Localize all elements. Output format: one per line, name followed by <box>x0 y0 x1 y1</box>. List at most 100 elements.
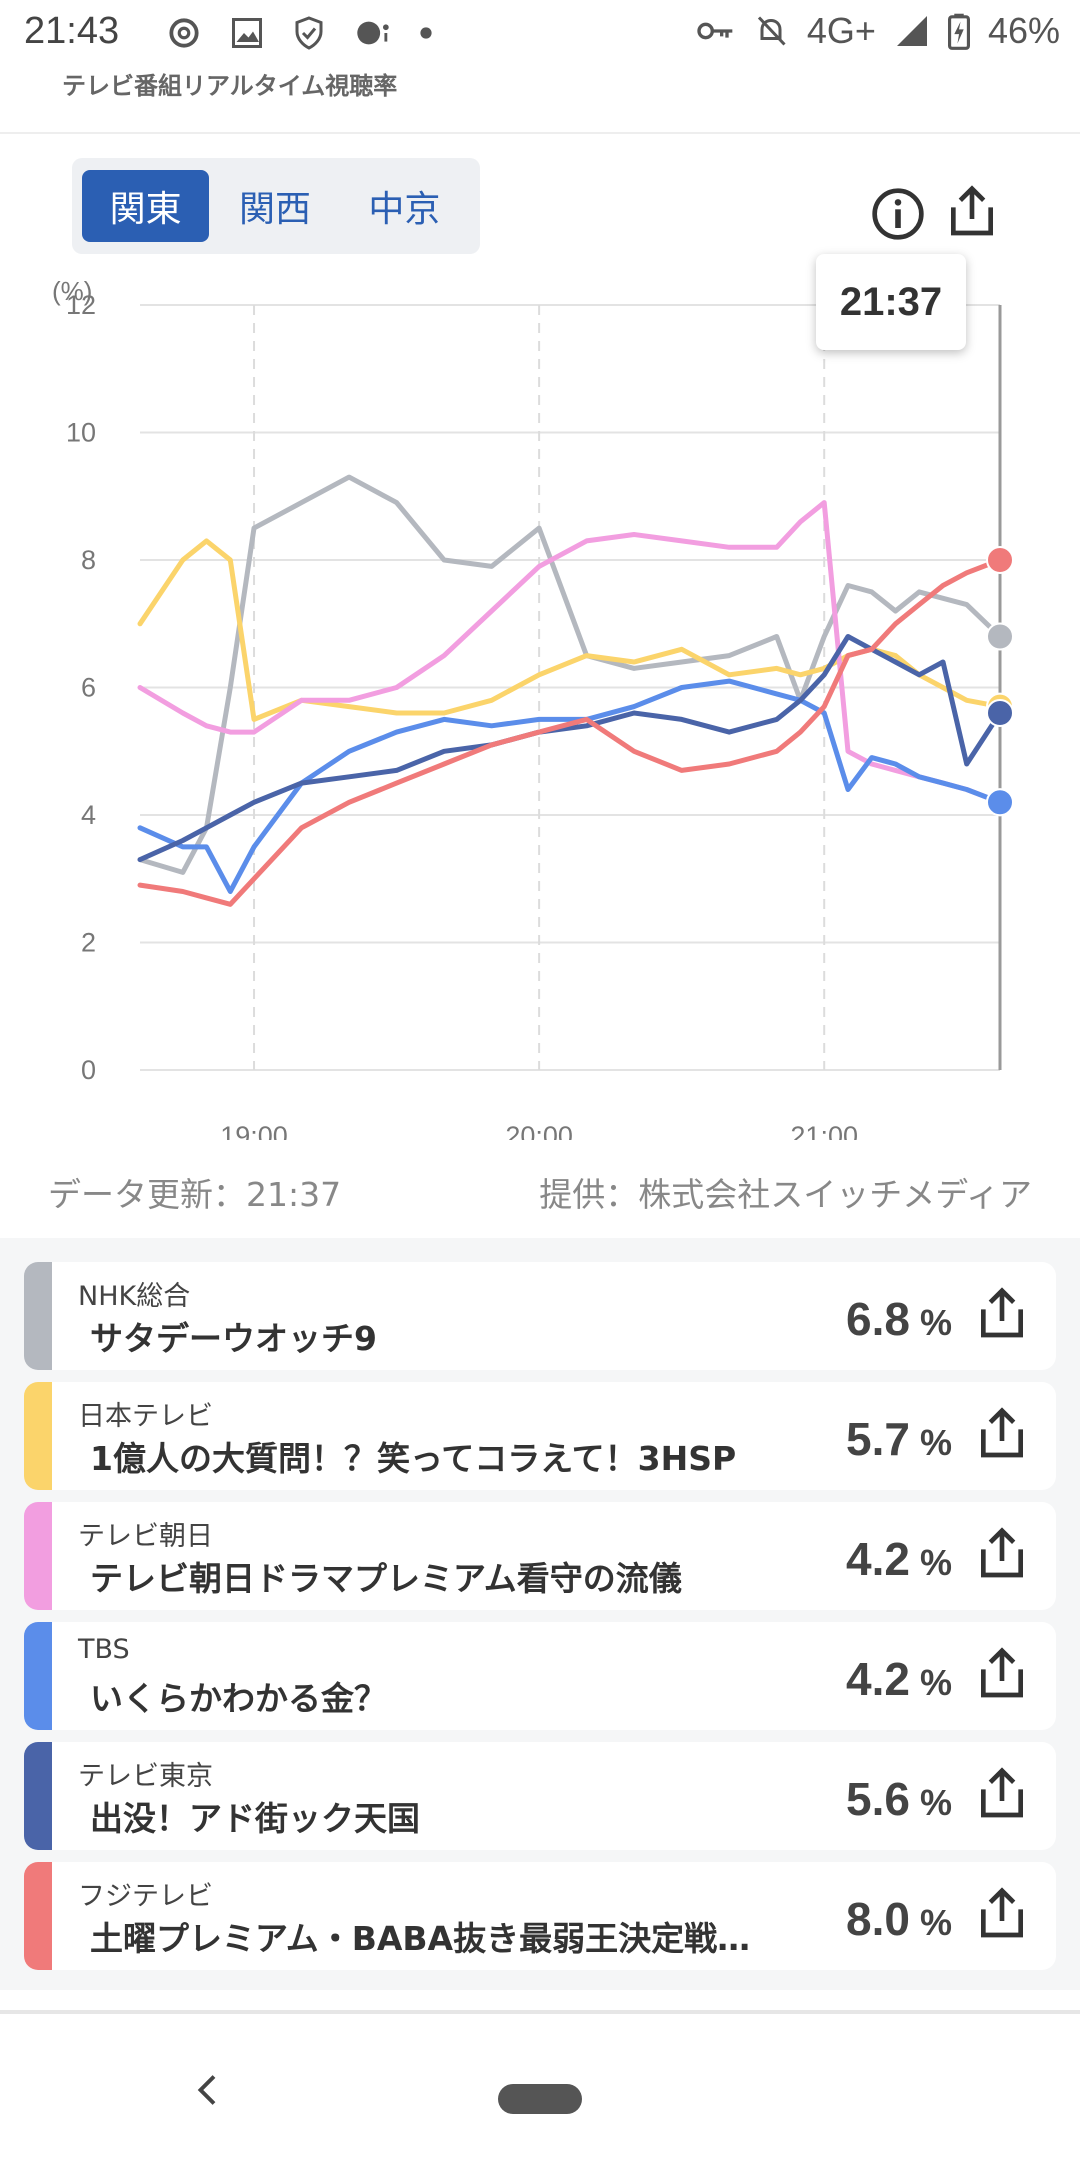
series-end-point <box>986 622 1014 651</box>
channel-color-bar <box>24 1742 52 1850</box>
assistant-icon <box>357 21 389 45</box>
threads-icon <box>169 18 199 48</box>
tab-kanto[interactable]: 関東 <box>82 170 210 242</box>
y-tick-label: 8 <box>81 545 96 575</box>
vpn-key-icon <box>697 22 733 40</box>
rating-unit: % <box>919 1782 952 1823</box>
time-tooltip: 21:37 <box>816 254 966 350</box>
status-time: 21:43 <box>24 10 120 52</box>
channel-name: 日本テレビ <box>78 1401 213 1432</box>
channel-name: テレビ東京 <box>78 1761 213 1792</box>
data-update-time: データ更新：21:37 <box>48 1175 342 1214</box>
y-tick-label: 6 <box>81 673 96 703</box>
program-rating: 5.6% <box>846 1772 952 1826</box>
tab-chukyo[interactable]: 中京 <box>368 189 441 230</box>
rating-unit: % <box>919 1902 952 1943</box>
info-icon[interactable] <box>870 186 926 242</box>
rating-value: 4.2 <box>846 1533 910 1585</box>
rating-unit: % <box>919 1662 952 1703</box>
tab-kansai[interactable]: 関西 <box>238 189 311 230</box>
x-tick-label: 19:00 <box>220 1121 288 1140</box>
y-tick-label: 10 <box>66 418 96 448</box>
program-row-ntv[interactable]: 日本テレビ 1億人の大質問！？笑ってコラえて！3HSP 5.7% <box>24 1382 1056 1490</box>
rating-unit: % <box>919 1422 952 1463</box>
share-icon[interactable] <box>944 184 1000 240</box>
rating-unit: % <box>919 1542 952 1583</box>
bottom-divider <box>0 2010 1080 2014</box>
channel-color-bar <box>24 1622 52 1730</box>
battery-level: 46% <box>987 10 1060 51</box>
dot-icon <box>420 27 432 39</box>
notification-icons <box>165 14 433 52</box>
series-line <box>137 538 1003 722</box>
program-rating: 6.8% <box>846 1292 952 1346</box>
program-title: 1億人の大質問！？笑ってコラえて！3HSP <box>90 1439 737 1478</box>
channel-name: NHK総合 <box>78 1281 191 1312</box>
series-line <box>137 634 1003 863</box>
program-row-tbs[interactable]: TBS いくらかわかる金？ 4.2% <box>24 1622 1056 1730</box>
program-row-tv-tokyo[interactable]: テレビ東京 出没！アド街ック天国 5.6% <box>24 1742 1056 1850</box>
channel-color-bar <box>24 1262 52 1370</box>
share-icon[interactable] <box>974 1286 1030 1342</box>
series-end-point <box>986 546 1014 574</box>
program-row-fuji[interactable]: フジテレビ 土曜プレミアム・BABA抜き最弱王決定戦… 8.0% <box>24 1862 1056 1970</box>
image-icon <box>232 18 262 48</box>
y-tick-label: 0 <box>81 1055 96 1085</box>
home-pill[interactable] <box>498 2084 582 2114</box>
series-end-point <box>986 699 1014 727</box>
program-title: 出没！アド街ック天国 <box>90 1799 420 1838</box>
share-icon[interactable] <box>974 1526 1030 1582</box>
app-title: テレビ番組リアルタイム視聴率 <box>62 72 398 100</box>
program-rating: 4.2% <box>846 1652 952 1706</box>
data-provider: 提供：株式会社スイッチメディア <box>539 1175 1032 1214</box>
program-rating: 8.0% <box>846 1892 952 1946</box>
y-tick-label: 2 <box>81 928 96 958</box>
program-rating: 5.7% <box>846 1412 952 1466</box>
x-tick-label: 21:00 <box>790 1121 858 1140</box>
share-icon[interactable] <box>974 1886 1030 1942</box>
rating-value: 5.6 <box>846 1773 910 1825</box>
y-axis-unit: (%) <box>52 276 92 306</box>
series-line <box>137 500 1003 805</box>
program-title: テレビ朝日ドラマプレミアム看守の流儀 <box>90 1559 682 1598</box>
series-line <box>137 557 1003 907</box>
program-title: 土曜プレミアム・BABA抜き最弱王決定戦… <box>90 1919 751 1958</box>
shield-icon <box>295 16 323 50</box>
rating-unit: % <box>919 1302 952 1343</box>
program-row-tv-asahi[interactable]: テレビ朝日 テレビ朝日ドラマプレミアム看守の流儀 4.2% <box>24 1502 1056 1610</box>
channel-color-bar <box>24 1382 52 1490</box>
share-icon[interactable] <box>974 1646 1030 1702</box>
channel-name: フジテレビ <box>78 1881 213 1912</box>
share-icon[interactable] <box>974 1766 1030 1822</box>
system-icons: 4G+ 46% <box>695 10 1060 52</box>
region-tabs: 関東 関西 中京 <box>72 158 480 254</box>
share-icon[interactable] <box>974 1406 1030 1462</box>
channel-color-bar <box>24 1502 52 1610</box>
navigation-bar <box>0 2016 1080 2160</box>
channel-name: テレビ朝日 <box>78 1521 213 1552</box>
channel-color-bar <box>24 1862 52 1970</box>
series-line <box>137 474 1003 875</box>
y-tick-label: 4 <box>81 800 96 830</box>
back-chevron-icon[interactable] <box>190 2072 226 2108</box>
rating-value: 5.7 <box>846 1413 910 1465</box>
signal-icon <box>896 16 927 46</box>
rating-value: 6.8 <box>846 1293 910 1345</box>
header-divider <box>0 132 1080 134</box>
series-line <box>137 678 1003 894</box>
program-title: いくらかわかる金？ <box>90 1679 387 1718</box>
series-end-point <box>986 788 1014 817</box>
battery-icon <box>947 13 970 50</box>
rating-value: 4.2 <box>846 1653 910 1705</box>
status-bar: 21:43 4G+ 46% <box>0 0 1080 72</box>
program-row-nhk[interactable]: NHK総合 サタデーウオッチ9 6.8% <box>24 1262 1056 1370</box>
y-tick-label: 12 <box>66 290 96 320</box>
channel-name: TBS <box>78 1634 130 1665</box>
ratings-chart: 0 2 4 6 8 10 12(%) 19:00 20:00 21:00 <box>52 276 1014 1140</box>
bell-off-icon <box>757 16 786 46</box>
x-tick-label: 20:00 <box>505 1121 573 1140</box>
network-type: 4G+ <box>806 10 876 51</box>
program-rating: 4.2% <box>846 1532 952 1586</box>
program-title: サタデーウオッチ9 <box>90 1319 377 1358</box>
